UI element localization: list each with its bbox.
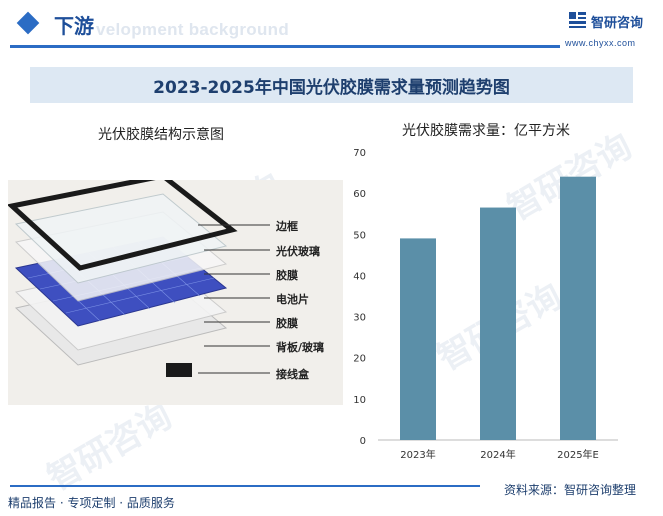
logo-text: 智研咨询 <box>591 16 644 31</box>
section-title: 下游 <box>54 14 94 38</box>
diagram-title: 光伏胶膜结构示意图 <box>98 127 224 143</box>
chart-title: 光伏胶膜需求量：亿平方米 <box>402 123 570 139</box>
banner-title: 2023-2025年中国光伏胶膜需求量预测趋势图 <box>153 77 510 98</box>
layer-stack-illustration <box>6 173 270 377</box>
x-tick-label: 2024年 <box>480 448 515 461</box>
layer-label-film-bottom: 胶膜 <box>276 317 298 330</box>
layer-label-cell: 电池片 <box>276 293 309 306</box>
header: 下游 velopment background 智研咨询 www.chyxx.c… <box>0 0 663 58</box>
layer-label-film-top: 胶膜 <box>276 269 298 282</box>
layer-label-frame: 边框 <box>276 220 298 233</box>
watermark-text: 智研咨询 <box>40 396 179 499</box>
y-tick-label: 20 <box>353 354 366 365</box>
bar <box>560 176 596 440</box>
header-watermark: velopment background <box>96 20 290 39</box>
diamond-icon <box>16 11 40 35</box>
chart-banner: 2023-2025年中国光伏胶膜需求量预测趋势图 <box>30 67 633 103</box>
y-tick-label: 0 <box>360 436 366 447</box>
bar-chart: 0 10 20 30 40 50 60 70 2023年 2024年 2025年E <box>353 148 618 461</box>
layer-label-pv-glass: 光伏玻璃 <box>276 245 320 258</box>
footer-divider <box>10 485 480 487</box>
bar <box>400 238 436 440</box>
x-tick-label: 2023年 <box>400 448 435 461</box>
layer-label-junction-box: 接线盒 <box>276 368 309 381</box>
footer-slogan: 精品报告 · 专项定制 · 品质服务 <box>8 496 175 510</box>
y-tick-label: 30 <box>353 313 366 324</box>
structure-diagram: 边框 光伏玻璃 胶膜 电池片 胶膜 背板/玻璃 接线盒 <box>6 173 343 405</box>
y-tick-label: 10 <box>353 395 366 406</box>
y-tick-label: 40 <box>353 271 366 282</box>
logo-url: www.chyxx.com <box>565 38 636 48</box>
y-tick-label: 50 <box>353 230 366 241</box>
x-tick-label: 2025年E <box>557 448 599 461</box>
zhiyan-logo-icon <box>569 12 586 28</box>
y-tick-label: 70 <box>353 148 366 159</box>
y-tick-label: 60 <box>353 189 366 200</box>
layer-label-backsheet: 背板/玻璃 <box>276 341 325 354</box>
bar <box>480 207 516 440</box>
header-divider <box>10 45 560 48</box>
footer-source: 资料来源：智研咨询整理 <box>504 483 637 497</box>
